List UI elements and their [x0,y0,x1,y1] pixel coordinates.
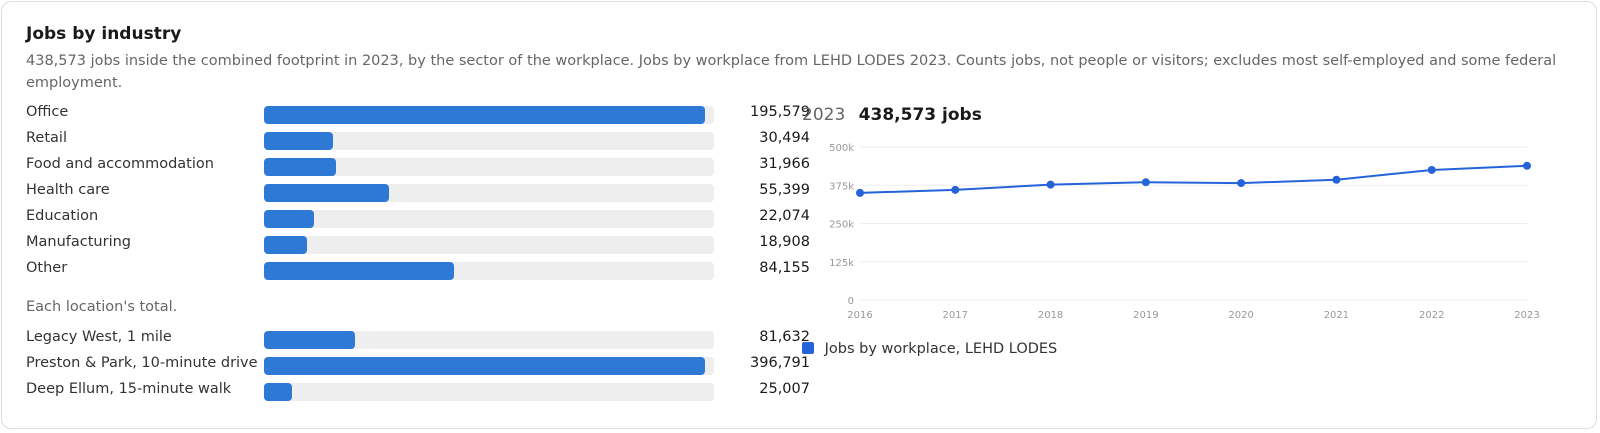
industries-row: Education 22,074 [26,205,810,231]
bar-value: 18,908 [759,234,810,250]
bar-label: Food and accommodation [26,156,214,172]
bar-label: Other [26,260,68,276]
bar-value: 84,155 [759,260,810,276]
x-tick-label: 2016 [847,310,872,321]
bar-value: 22,074 [759,208,810,224]
data-point [1427,165,1436,174]
bar-value: 81,632 [759,329,810,345]
bar-track [264,236,714,254]
y-tick-label: 0 [848,296,854,307]
bar-fill [264,158,337,176]
bar-fill [264,106,705,124]
trend-year: 2023 [802,105,846,125]
x-tick-label: 2023 [1514,310,1539,321]
bar-track [264,357,714,375]
locations-note: Each location's total. [26,299,178,315]
series-line [859,164,1528,194]
bar-label: Deep Ellum, 15-minute walk [26,381,232,397]
bar-track [264,262,714,280]
x-tick-label: 2022 [1419,310,1444,321]
industries-row: Health care 55,399 [26,179,810,205]
bar-track [264,158,714,176]
data-point [1141,178,1150,187]
card-title: Jobs by industry [26,24,182,44]
data-point [951,185,960,194]
x-tick-label: 2017 [943,310,968,321]
data-point [1332,175,1341,184]
bar-track [264,132,714,150]
chart-legend: Jobs by workplace, LEHD LODES [802,341,1057,357]
bar-label: Education [26,208,99,224]
bar-label: Preston & Park, 10-minute drive [26,355,258,371]
card-subtitle: 438,573 jobs inside the combined footpri… [26,53,1557,91]
bar-label: Legacy West, 1 mile [26,329,172,345]
legend-swatch [802,342,814,354]
bar-fill [264,236,307,254]
jobs-trend-line-chart: 0 125k 250k 375k 500k 2016 2017 2018 2019 2020 202… [829,143,1540,321]
data-point [856,188,864,197]
bar-track [264,331,714,349]
bar-fill [264,357,705,375]
bar-label: Retail [26,130,67,146]
industries-row: Retail 30,494 [26,127,810,153]
trend-header: 2023 438,573 jobs [802,105,982,125]
y-tick-label: 125k [829,258,854,269]
data-point [1523,161,1531,170]
bar-value: 31,966 [759,156,810,172]
bar-fill [264,210,314,228]
x-tick-label: 2018 [1038,310,1063,321]
bar-track [264,184,714,202]
data-point [1237,179,1246,188]
bar-fill [264,331,355,349]
x-tick-label: 2019 [1133,310,1158,321]
trend-total: 438,573 jobs [858,105,982,125]
bar-value: 195,579 [750,104,810,120]
data-point [1046,180,1055,189]
industries-row: Food and accommodation 31,966 [26,153,810,179]
y-tick-label: 250k [829,220,854,231]
bar-value: 396,791 [750,355,810,371]
bar-label: Manufacturing [26,234,131,250]
bar-fill [264,184,389,202]
locations-row: Preston & Park, 10-minute drive 396,791 [26,352,810,378]
locations-row: Legacy West, 1 mile 81,632 [26,326,810,352]
bar-track [264,383,714,401]
bar-value: 25,007 [759,381,810,397]
industries-row: Other 84,155 [26,257,810,283]
bar-value: 55,399 [759,182,810,198]
locations-row: Deep Ellum, 15-minute walk 25,007 [26,378,810,404]
bar-track [264,210,714,228]
industries-row: Office 195,579 [26,101,810,127]
y-tick-label: 500k [829,143,854,154]
bar-label: Health care [26,182,110,198]
industries-row: Manufacturing 18,908 [26,231,810,257]
bar-label: Office [26,104,69,120]
legend-label: Jobs by workplace, LEHD LODES [824,341,1058,357]
bar-fill [264,262,454,280]
bar-fill [264,132,333,150]
x-tick-label: 2020 [1228,310,1253,321]
y-tick-label: 375k [829,181,854,192]
x-tick-label: 2021 [1324,310,1349,321]
bar-value: 30,494 [759,130,810,146]
bar-fill [264,383,292,401]
bar-track [264,106,714,124]
